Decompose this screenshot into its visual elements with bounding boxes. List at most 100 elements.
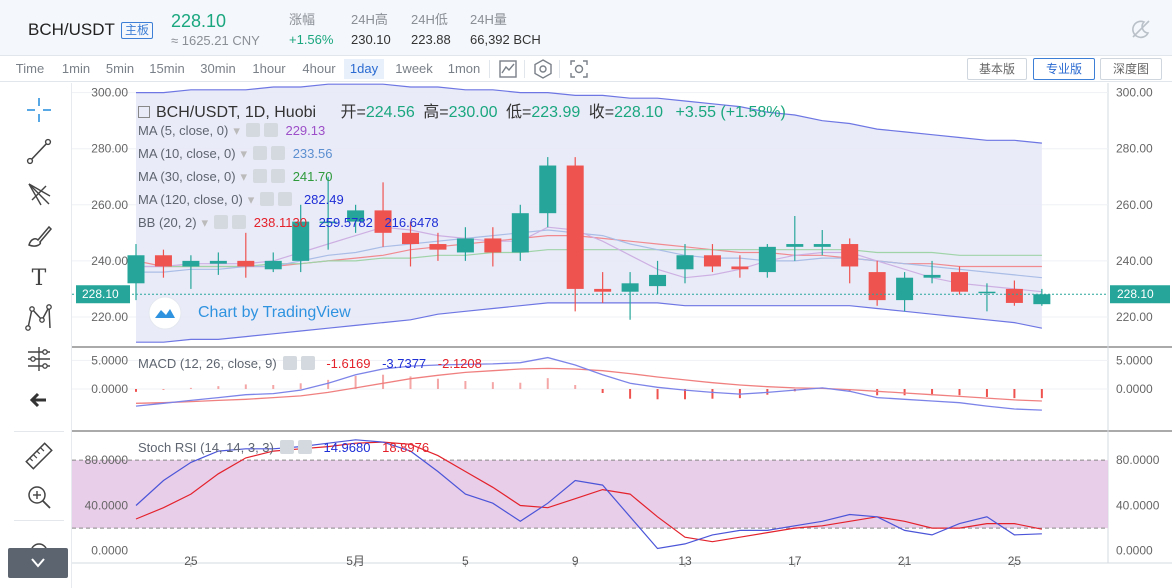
stat-24h-low: 24H低 223.88: [411, 11, 451, 48]
text-tool-icon[interactable]: T: [22, 259, 56, 293]
gear-icon[interactable]: [214, 215, 229, 229]
depth-chart-button[interactable]: 深度图: [1100, 58, 1162, 80]
gear-icon[interactable]: [245, 123, 260, 137]
ma5-legend: MA (5, close, 0) ▾ 229.13: [138, 123, 325, 139]
right-rsi-tick: 40.0000: [1116, 498, 1160, 512]
timeframe-1week[interactable]: 1week: [395, 61, 433, 76]
right-rsi-tick: 80.0000: [1116, 453, 1160, 467]
macd-signal-line: [135, 367, 1042, 404]
bollinger-band-fill: [136, 84, 1042, 343]
timeframe-1min[interactable]: 1min: [61, 61, 91, 76]
candle-body: [484, 238, 502, 253]
toolbar-divider: [559, 60, 560, 78]
bollinger-lower-line: [136, 302, 1043, 343]
low-value: 223.99: [531, 104, 581, 121]
back-arrow-icon[interactable]: [22, 383, 56, 417]
date-tick-label: 5: [462, 554, 469, 568]
indicator-name: MACD (12, 26, close, 9): [138, 356, 277, 371]
gear-icon[interactable]: [279, 440, 294, 454]
timeframe-5min[interactable]: 5min: [105, 61, 135, 76]
pattern-icon[interactable]: [22, 300, 56, 334]
trend-line-icon[interactable]: [22, 134, 56, 168]
pro-mode-button[interactable]: 专业版: [1033, 58, 1095, 80]
zoom-in-icon[interactable]: [22, 480, 56, 514]
ma10-legend: MA (10, close, 0) ▾ 233.56: [138, 146, 332, 162]
left-macd-tick: 0.0000: [91, 382, 128, 396]
candle-body: [292, 221, 310, 261]
stat-value: 66,392 BCH: [470, 32, 541, 47]
close-icon[interactable]: [271, 169, 286, 183]
candle-body: [923, 274, 941, 278]
tradingview-chart[interactable]: 300.00 300.00 280.00 280.00 260.00 260.00 240.…: [72, 83, 1172, 588]
ticker-header: BCH/USDT 主板 228.10 ≈ 1625.21 CNY 涨幅 +1.5…: [0, 0, 1172, 56]
macd-signal-value: -2.1208: [437, 356, 482, 371]
chevron-down-icon[interactable]: ▾: [247, 192, 255, 207]
close-icon[interactable]: [232, 215, 247, 229]
gear-icon[interactable]: [253, 169, 268, 183]
date-tick-label: 17: [788, 554, 802, 568]
close-icon[interactable]: [297, 440, 312, 454]
stat-value: 230.10: [351, 32, 391, 47]
theme-toggle-icon[interactable]: [1130, 18, 1152, 40]
main-legend-header: BCH/USDT, 1D, Huobi 开=224.56 高=230.00 低=…: [138, 98, 786, 122]
ma10-line: [136, 229, 1042, 279]
timeframe-15min[interactable]: 15min: [149, 61, 185, 76]
crosshair-icon[interactable]: [22, 93, 56, 127]
basic-mode-button[interactable]: 基本版: [967, 58, 1027, 80]
candle-body: [429, 244, 447, 250]
candle-body: [402, 232, 419, 245]
open-value: 224.56: [365, 104, 415, 121]
left-macd-tick: 5.0000: [91, 353, 128, 367]
gear-icon[interactable]: [253, 146, 268, 160]
candle-body: [731, 266, 749, 270]
close-icon[interactable]: [300, 356, 315, 370]
chevron-down-icon[interactable]: ▾: [240, 146, 248, 161]
watermark-text: Chart by TradingView: [198, 304, 351, 321]
gear-icon[interactable]: [260, 192, 275, 206]
high-value: 230.00: [448, 104, 498, 121]
chevron-down-icon[interactable]: ▾: [233, 123, 240, 138]
chart-area[interactable]: 300.00 300.00 280.00 280.00 260.00 260.00 240.…: [72, 83, 1172, 588]
candle-body: [868, 272, 886, 301]
collapse-icon[interactable]: [138, 106, 150, 118]
indicator-name: BB (20, 2): [138, 215, 197, 230]
ruler-icon[interactable]: [22, 439, 56, 473]
indicator-name: MA (10, close, 0): [138, 146, 236, 161]
candle-body: [676, 255, 694, 270]
indicator-name: MA (120, close, 0): [138, 192, 243, 207]
close-icon[interactable]: [278, 192, 293, 206]
brush-icon[interactable]: [22, 218, 56, 252]
chevron-down-icon[interactable]: ▾: [240, 169, 248, 184]
close-icon[interactable]: [271, 146, 286, 160]
timeframe-1day[interactable]: 1day: [344, 59, 384, 79]
candle-body: [374, 210, 392, 233]
chevron-down-icon[interactable]: ▾: [201, 215, 209, 230]
stat-24h-volume: 24H量 66,392 BCH: [470, 11, 541, 48]
candle-body: [813, 244, 831, 247]
timeframe-1hour[interactable]: 1hour: [252, 61, 286, 76]
indicator-name: MA (30, close, 0): [138, 169, 236, 184]
indicator-value: 241.70: [292, 169, 333, 184]
close-icon[interactable]: [263, 123, 278, 137]
candle-body: [703, 255, 721, 267]
left-price-tick: 300.00: [91, 86, 128, 100]
prediction-icon[interactable]: [22, 342, 56, 376]
timeframe-4hour[interactable]: 4hour: [302, 61, 336, 76]
gear-icon[interactable]: [282, 356, 297, 370]
pair-name[interactable]: BCH/USDT: [28, 20, 115, 39]
chart-type-icon[interactable]: [497, 58, 519, 80]
timeframe-1mon[interactable]: 1mon: [447, 61, 481, 76]
fib-fan-icon[interactable]: [22, 176, 56, 210]
ma120-legend: MA (120, close, 0) ▾ 282.49: [138, 192, 344, 208]
settings-icon[interactable]: [532, 58, 554, 80]
scroll-down-button[interactable]: [8, 548, 68, 578]
macd-line: [135, 356, 1042, 411]
stat-label: 涨幅: [289, 12, 316, 27]
timeframe-30min[interactable]: 30min: [200, 61, 236, 76]
candle-body: [347, 210, 365, 222]
candle-body: [511, 213, 529, 253]
bb-lower-value: 216.6478: [384, 215, 439, 230]
right-price-tick: 260.00: [1116, 198, 1153, 212]
timeframe-time[interactable]: Time: [15, 61, 45, 76]
snapshot-icon[interactable]: [568, 58, 590, 80]
